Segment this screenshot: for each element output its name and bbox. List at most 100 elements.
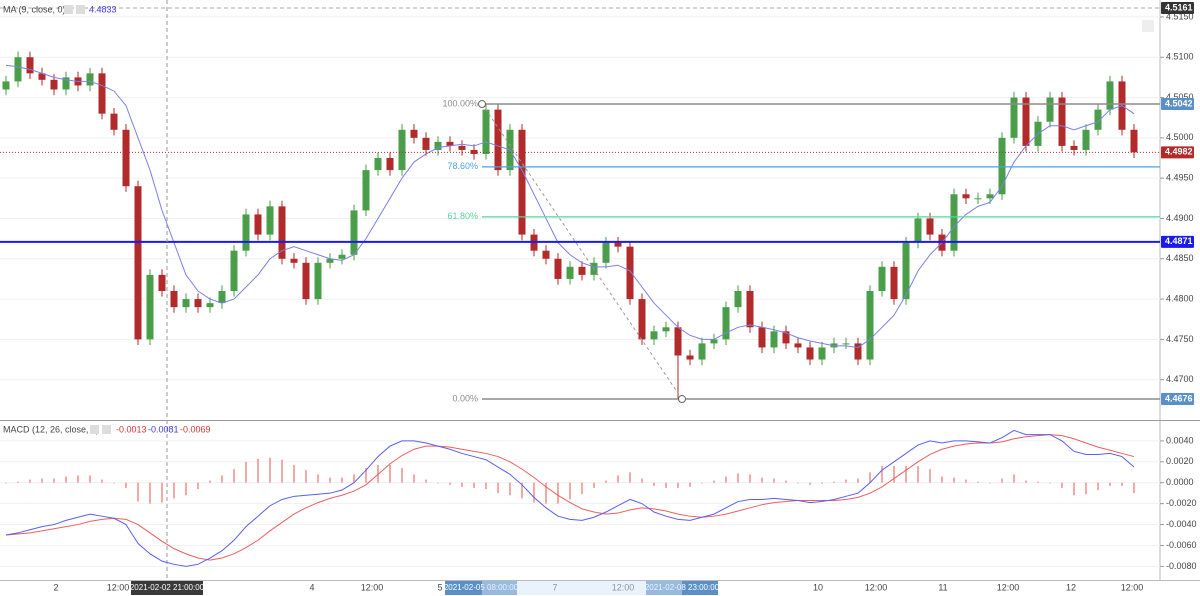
x-tick-label: 2 — [53, 582, 58, 592]
y-tick-label: -0.0060 — [1166, 540, 1197, 550]
fib-handle[interactable] — [478, 99, 486, 108]
candle-body — [722, 307, 730, 340]
candle-body — [974, 198, 982, 200]
candle-body — [482, 109, 490, 154]
time-label: 2021-02-02 21:00:00 — [130, 583, 205, 592]
fib-label: 78.60% — [447, 161, 478, 171]
candle-body — [878, 266, 886, 292]
candle-body — [134, 186, 142, 340]
candle-body — [662, 327, 670, 332]
candle-body — [650, 331, 658, 340]
candle-body — [962, 194, 970, 199]
candle-body — [458, 145, 466, 150]
candle-body — [794, 343, 802, 348]
y-tick-label: -0.0020 — [1166, 498, 1197, 508]
candle-body — [410, 129, 418, 138]
candle-body — [254, 214, 262, 235]
candle-body — [50, 79, 58, 90]
fib-label: 100.00% — [442, 98, 478, 108]
macd-line — [5, 429, 1135, 567]
candle-body — [686, 355, 694, 360]
y-tick-label: 4.4950 — [1166, 173, 1194, 183]
candle-body — [2, 81, 10, 90]
x-tick-label: 12:00 — [997, 582, 1020, 592]
y-tick-label: 4.4800 — [1166, 293, 1194, 303]
candle-body — [122, 129, 130, 187]
time-label: 2021-02-05 08:00:00 — [444, 583, 519, 592]
candle-body — [734, 291, 742, 308]
candle-body — [626, 246, 634, 300]
candle-body — [1106, 81, 1114, 110]
legend-icon[interactable] — [102, 425, 111, 434]
candle-body — [266, 206, 274, 235]
signal-line — [5, 434, 1135, 561]
candle-body — [770, 331, 778, 348]
macd-legend-value: -0.0081 — [148, 424, 179, 434]
candle-body — [26, 57, 34, 74]
candle-body — [494, 109, 502, 171]
candle-body — [350, 210, 358, 255]
candle-body — [242, 214, 250, 251]
candle-body — [866, 291, 874, 360]
candle-body — [326, 258, 334, 263]
settings-button[interactable] — [1142, 20, 1154, 32]
candle-body — [554, 258, 562, 279]
candle-body — [290, 258, 298, 263]
price-label: 4.5042 — [1165, 98, 1193, 108]
candle-body — [710, 339, 718, 344]
candle-body — [602, 242, 610, 263]
ma-line — [5, 64, 1135, 348]
candle-body — [674, 327, 682, 356]
legend-icon[interactable] — [64, 5, 73, 14]
candle-body — [14, 57, 22, 82]
candle-body — [110, 113, 118, 130]
candle-body — [1058, 97, 1066, 146]
candle-body — [218, 291, 226, 304]
time-range-highlight — [482, 581, 682, 595]
y-tick-label: 0.0040 — [1166, 435, 1194, 445]
candle-body — [386, 158, 394, 171]
fib-label: 0.00% — [452, 393, 478, 403]
candle-body — [782, 331, 790, 344]
candle-body — [614, 242, 622, 247]
x-tick-label: 5 — [437, 582, 442, 592]
candle-body — [1094, 109, 1102, 130]
x-tick-label: 4 — [309, 582, 314, 592]
candle-body — [806, 347, 814, 360]
candle-body — [362, 170, 370, 211]
y-tick-label: -0.0080 — [1166, 561, 1197, 571]
x-tick-label: 12 — [1066, 582, 1076, 592]
candle-body — [1046, 97, 1054, 122]
y-tick-label: 4.4750 — [1166, 334, 1194, 344]
candle-body — [158, 274, 166, 292]
price-label-bg — [1161, 97, 1194, 110]
time-label-bg — [131, 581, 203, 595]
price-label: 4.4982 — [1165, 147, 1193, 157]
x-tick-label: 12:00 — [107, 582, 130, 592]
price-label: 4.4871 — [1165, 236, 1193, 246]
candle-body — [146, 274, 154, 340]
candle-body — [398, 129, 406, 171]
fib-handle[interactable] — [678, 395, 686, 404]
candle-body — [1010, 97, 1018, 138]
candle-body — [182, 299, 190, 308]
candle-body — [302, 262, 310, 300]
candle-body — [86, 73, 94, 86]
y-tick-label: 4.5100 — [1166, 52, 1194, 62]
price-label-bg — [1161, 393, 1194, 406]
price-label: 4.4676 — [1165, 393, 1193, 403]
x-tick-label: 12:00 — [865, 582, 888, 592]
legend-icon[interactable] — [90, 425, 99, 434]
y-tick-label: 0.0020 — [1166, 456, 1194, 466]
macd-legend-value: -0.0069 — [180, 424, 211, 434]
candle-body — [566, 266, 574, 279]
candle-body — [434, 141, 442, 150]
candle-body — [278, 206, 286, 259]
legend-icon[interactable] — [76, 5, 85, 14]
candle-body — [38, 73, 46, 80]
price-label: 4.5161 — [1165, 2, 1193, 12]
candle-body — [914, 218, 922, 243]
candle-body — [998, 137, 1006, 195]
